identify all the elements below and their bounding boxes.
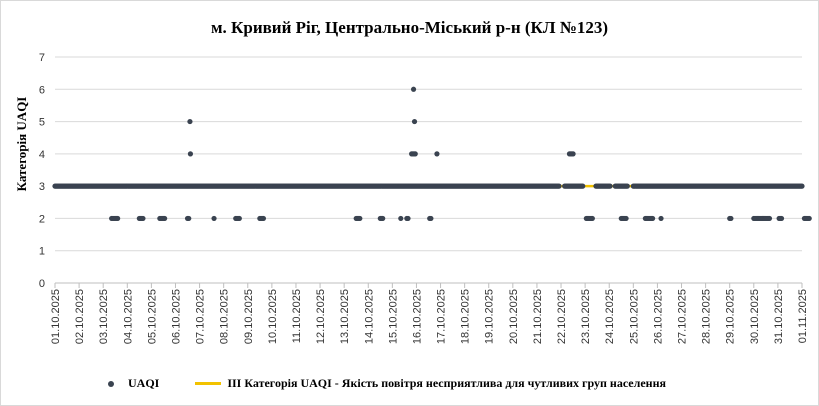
legend-uaqi-label: UAQI xyxy=(128,376,160,390)
y-tick-label: 1 xyxy=(39,246,45,258)
uaqi-point xyxy=(211,215,217,222)
x-tick-label: 15.10.2025 xyxy=(387,289,399,344)
uaqi-point xyxy=(260,215,267,222)
x-tick-label: 16.10.2025 xyxy=(411,289,423,344)
uaqi-point xyxy=(411,118,418,125)
x-tick-label: 14.10.2025 xyxy=(363,289,375,344)
x-tick-label: 30.10.2025 xyxy=(749,289,761,344)
x-tick-label: 01.11.2025 xyxy=(797,289,809,343)
x-tick-label: 23.10.2025 xyxy=(580,289,592,344)
x-tick-label: 25.10.2025 xyxy=(628,289,640,344)
uaqi-point xyxy=(728,215,734,222)
x-tick-label: 18.10.2025 xyxy=(460,289,472,344)
y-tick-label: 3 xyxy=(39,181,45,193)
uaqi-point xyxy=(589,215,595,222)
uaqi-point xyxy=(570,151,576,157)
x-tick-label: 10.10.2025 xyxy=(267,289,279,344)
x-tick-label: 13.10.2025 xyxy=(339,289,351,344)
uaqi-point xyxy=(434,151,440,157)
x-tick-label: 22.10.2025 xyxy=(556,289,568,344)
uaqi-point xyxy=(624,183,630,189)
uaqi-point xyxy=(799,183,805,189)
uaqi-point xyxy=(115,215,121,222)
y-tick-label: 4 xyxy=(39,149,45,161)
x-tick-label: 21.10.2025 xyxy=(532,289,544,344)
uaqi-point xyxy=(187,151,194,157)
x-tick-label: 19.10.2025 xyxy=(484,289,496,344)
x-tick-label: 01.10.2025 xyxy=(50,289,62,344)
x-tick-label: 24.10.2025 xyxy=(604,289,616,344)
uaqi-point xyxy=(778,215,785,222)
x-tick-label: 09.10.2025 xyxy=(243,289,255,344)
uaqi-point xyxy=(357,215,363,222)
uaqi-point xyxy=(236,215,242,222)
chart-title: м. Кривий Ріг, Центрально-Міський р-н (К… xyxy=(210,18,609,37)
legend: UAQI III Категорія UAQI - Якість повітря… xyxy=(108,376,666,391)
uaqi-point xyxy=(607,183,613,189)
x-tick-label: 03.10.2025 xyxy=(98,289,110,344)
x-tick-label: 11.10.2025 xyxy=(291,289,303,343)
uaqi-point xyxy=(806,215,812,222)
uaqi-point xyxy=(162,215,168,222)
y-tick-label: 2 xyxy=(39,213,45,225)
uaqi-point xyxy=(140,215,146,222)
x-tick-label: 29.10.2025 xyxy=(725,289,737,344)
x-tick-label: 28.10.2025 xyxy=(701,289,713,344)
uaqi-point xyxy=(398,215,404,222)
x-tick-label: 07.10.2025 xyxy=(195,289,207,344)
x-tick-label: 31.10.2025 xyxy=(773,289,785,344)
uaqi-point xyxy=(766,215,773,222)
x-tick-label: 04.10.2025 xyxy=(122,289,134,344)
x-tick-label: 20.10.2025 xyxy=(508,289,520,344)
x-tick-label: 26.10.2025 xyxy=(652,289,664,344)
y-tick-label: 6 xyxy=(39,84,45,96)
x-tick-label: 12.10.2025 xyxy=(315,289,327,344)
x-tick-label: 02.10.2025 xyxy=(74,289,86,344)
uaqi-point xyxy=(650,215,656,222)
uaqi-point xyxy=(405,215,411,222)
uaqi-point xyxy=(412,151,418,157)
x-tick-label: 06.10.2025 xyxy=(170,289,182,344)
uaqi-point xyxy=(410,86,417,92)
x-tick-label: 27.10.2025 xyxy=(677,289,689,344)
x-tick-label: 08.10.2025 xyxy=(219,289,231,344)
uaqi-point xyxy=(556,183,562,189)
y-tick-label: 5 xyxy=(39,117,45,129)
legend-uaqi-marker xyxy=(108,380,114,387)
uaqi-point xyxy=(623,215,629,222)
uaqi-point xyxy=(428,215,434,222)
legend-category-marker xyxy=(195,382,222,385)
x-tick-label: 05.10.2025 xyxy=(146,289,158,344)
uaqi-point xyxy=(187,118,193,125)
uaqi-point xyxy=(380,215,386,222)
uaqi-point xyxy=(580,183,586,189)
uaqi-point xyxy=(658,215,664,222)
y-tick-label: 0 xyxy=(39,278,45,290)
x-tick-label: 17.10.2025 xyxy=(436,289,448,344)
y-tick-label: 7 xyxy=(39,52,45,64)
legend-category-label: III Категорія UAQI - Якість повітря несп… xyxy=(227,376,667,390)
uaqi-point xyxy=(186,215,192,222)
